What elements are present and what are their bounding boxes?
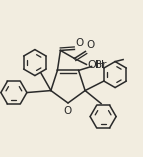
Text: O: O: [75, 38, 84, 49]
Text: O: O: [86, 41, 94, 50]
Text: OH: OH: [87, 60, 105, 70]
Text: O: O: [64, 106, 72, 116]
Text: Br: Br: [95, 60, 106, 70]
